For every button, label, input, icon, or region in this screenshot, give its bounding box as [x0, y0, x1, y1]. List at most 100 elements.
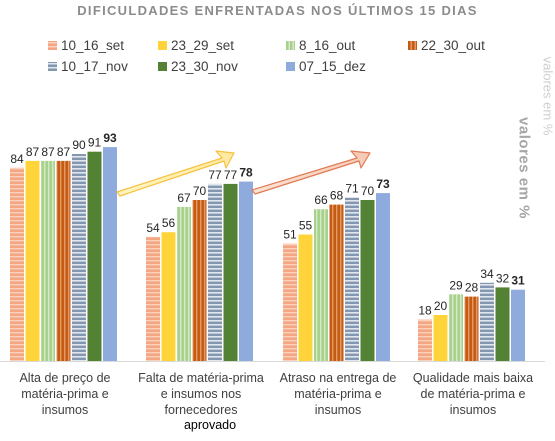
value-label-23_30_nov-cat4: 32	[496, 271, 510, 285]
value-label-07_15_dez-cat4: 31	[511, 274, 525, 288]
legend-item-10_17_nov: 10_17_nov	[48, 59, 128, 74]
bar-10_17_nov-cat3	[345, 197, 359, 361]
legend-label: 23_30_nov	[171, 59, 238, 74]
category-label-2: Falta de matéria-prima e insumos nos forne…	[131, 370, 271, 418]
category-label-line: matéria-prima e	[294, 387, 382, 401]
legend-item-07_15_dez: 07_15_dez	[286, 59, 366, 74]
trend-arrow-2	[251, 150, 371, 195]
value-label-10_17_nov-cat3: 71	[345, 182, 359, 196]
bar-07_15_dez-cat2	[239, 181, 253, 361]
value-label-23_30_nov-cat3: 70	[361, 184, 375, 198]
category-label-4: Qualidade mais baixa de matéria-prima e in…	[403, 370, 543, 418]
category-label-line: Atraso na entrega de	[279, 371, 397, 385]
bar-22_30_out-cat3	[329, 204, 344, 361]
category-label-line: Alta de preço de	[19, 371, 111, 385]
category-label-line: fornecedores	[164, 403, 238, 417]
value-label-8_16_out-cat4: 29	[449, 278, 463, 292]
value-label-07_15_dez-cat1: 93	[103, 131, 117, 145]
category-label-1: Alta de preço de matéria-prima e insumos	[0, 370, 135, 418]
value-label-07_15_dez-cat2: 78	[239, 166, 253, 180]
chart-title: DIFICULDADES ENFRENTADAS NOS ÚLTIMOS 15 …	[77, 3, 478, 18]
bar-23_30_nov-cat3	[360, 200, 375, 361]
bar-10_17_nov-cat4	[480, 282, 494, 361]
bar-07_15_dez-cat4	[511, 289, 525, 361]
bar-23_29_set-cat2	[161, 232, 176, 361]
value-label-10_17_nov-cat4: 34	[480, 267, 494, 281]
legend-label: 8_16_out	[299, 38, 356, 53]
value-label-10_16_set-cat2: 54	[146, 221, 160, 235]
bar-07_15_dez-cat3	[376, 193, 390, 361]
bar-22_30_out-cat2	[192, 200, 207, 361]
value-label-23_29_set-cat2: 56	[162, 216, 176, 230]
category-label-3: Atraso na entrega de matéria-prima e insum…	[268, 370, 408, 418]
bar-8_16_out-cat4	[449, 294, 463, 361]
bar-23_29_set-cat3	[298, 234, 313, 361]
value-label-22_30_out-cat1: 87	[57, 145, 71, 159]
category-label-line: insumos	[41, 403, 89, 417]
legend-item-10_16_set: 10_16_set	[48, 38, 124, 53]
legend-swatch	[286, 62, 295, 71]
legend-swatch	[408, 41, 417, 50]
legend-item-8_16_out: 8_16_out	[286, 38, 355, 53]
legend-swatch	[158, 41, 167, 50]
bars	[0, 147, 545, 362]
value-label-10_16_set-cat4: 18	[418, 304, 432, 318]
legend-swatch	[286, 41, 295, 50]
legend-item-22_30_out: 22_30_out	[408, 38, 485, 53]
legend-label: 22_30_out	[421, 38, 485, 53]
category-label-line: e insumos nos	[160, 387, 242, 401]
category-label-line: Qualidade mais baixa	[412, 371, 534, 385]
legend-swatch	[158, 62, 167, 71]
legend-item-23_30_nov: 23_30_nov	[158, 59, 238, 74]
legend-label: 10_16_set	[61, 38, 125, 53]
bar-10_16_set-cat4	[418, 319, 432, 361]
legend-swatch	[48, 41, 57, 50]
bar-22_30_out-cat4	[464, 296, 479, 361]
category-label-line: Falta de matéria-prima	[138, 371, 264, 385]
bar-07_15_dez-cat1	[103, 147, 117, 361]
value-label-10_16_set-cat3: 51	[283, 228, 297, 242]
value-label-8_16_out-cat1: 87	[41, 145, 55, 159]
bar-23_29_set-cat4	[433, 315, 448, 361]
trend-arrow-1	[116, 150, 235, 197]
legend-label: 10_17_nov	[61, 59, 128, 74]
value-label-23_30_nov-cat2: 77	[224, 168, 238, 182]
bar-22_30_out-cat1	[56, 160, 71, 361]
value-label-22_30_out-cat3: 68	[330, 189, 344, 203]
value-label-23_29_set-cat1: 87	[26, 145, 40, 159]
bar-10_17_nov-cat1	[72, 154, 86, 361]
value-label-8_16_out-cat2: 67	[177, 191, 191, 205]
bar-23_30_nov-cat4	[495, 287, 510, 361]
value-label-22_30_out-cat2: 70	[193, 184, 207, 198]
bar-10_16_set-cat3	[283, 243, 297, 361]
bar-23_30_nov-cat1	[87, 151, 102, 361]
value-label-22_30_out-cat4: 28	[465, 281, 479, 295]
category-label-line: insumos	[449, 403, 497, 417]
value-label-23_29_set-cat4: 20	[434, 299, 448, 313]
value-label-10_16_set-cat1: 84	[10, 152, 24, 166]
value-label-8_16_out-cat3: 66	[314, 193, 328, 207]
value-label-10_17_nov-cat2: 77	[208, 168, 222, 182]
footnote: aprovado	[183, 418, 237, 432]
value-label-23_29_set-cat3: 55	[299, 219, 313, 233]
bar-23_29_set-cat1	[25, 160, 40, 361]
value-label-10_17_nov-cat1: 90	[72, 138, 86, 152]
legend-swatch	[48, 62, 57, 71]
category-label-line: insumos	[314, 403, 362, 417]
trend-arrows	[116, 150, 371, 197]
legend-label: 07_15_dez	[299, 59, 366, 74]
bar-10_17_nov-cat2	[208, 183, 222, 361]
bar-10_16_set-cat1	[10, 167, 24, 361]
bar-8_16_out-cat2	[177, 206, 191, 361]
category-label-line: matéria-prima e	[21, 387, 109, 401]
bar-8_16_out-cat3	[314, 209, 328, 361]
legend-label: 23_29_set	[171, 38, 235, 53]
category-label-line: de matéria-prima e	[420, 387, 526, 401]
value-label-07_15_dez-cat3: 73	[376, 177, 390, 191]
bar-23_30_nov-cat2	[223, 183, 238, 361]
value-label-23_30_nov-cat1: 91	[88, 136, 102, 150]
legend-item-23_29_set: 23_29_set	[158, 38, 234, 53]
bar-10_16_set-cat2	[146, 236, 160, 361]
